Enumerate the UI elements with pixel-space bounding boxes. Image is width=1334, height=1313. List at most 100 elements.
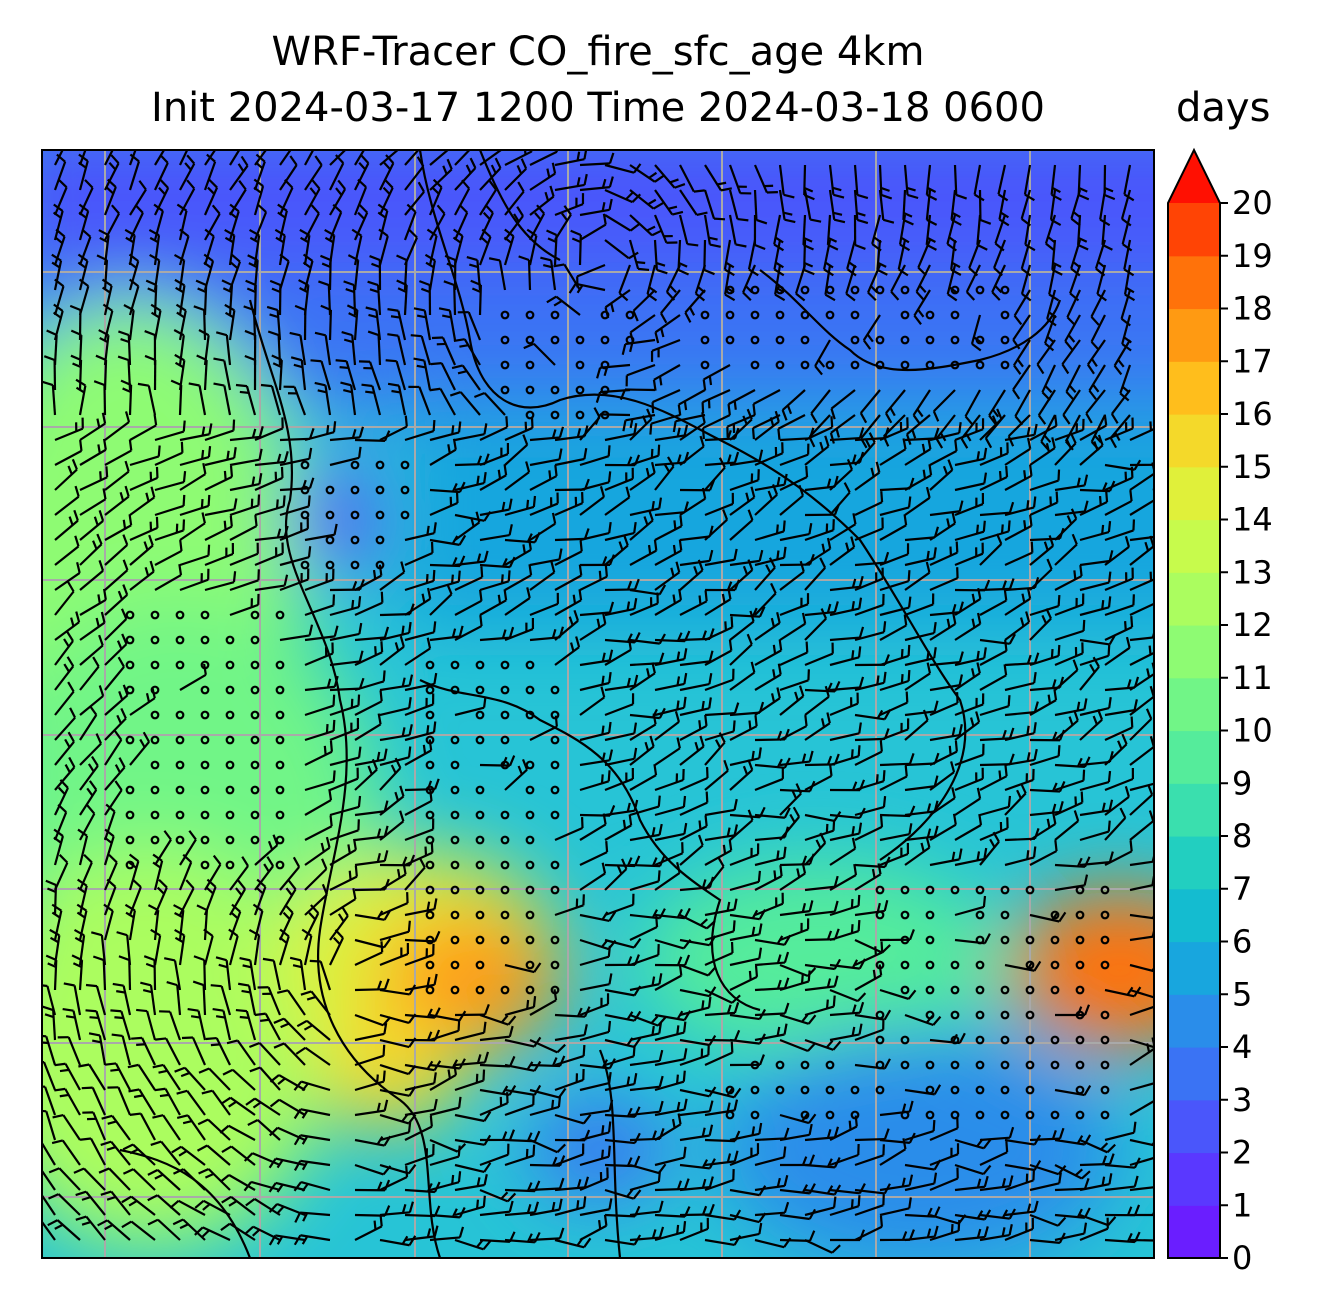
wind-barb xyxy=(79,755,99,791)
wind-barb xyxy=(754,1146,787,1167)
wind-barb xyxy=(254,574,289,592)
calm-wind-marker xyxy=(925,960,935,970)
calm-wind-marker xyxy=(600,385,610,395)
calm-wind-marker xyxy=(800,1060,810,1070)
wind-barb xyxy=(479,626,515,642)
wind-barb xyxy=(929,439,958,466)
wind-barb xyxy=(121,1195,156,1216)
wind-barb xyxy=(454,423,488,442)
calm-wind-marker xyxy=(525,360,535,370)
wind-barb xyxy=(779,593,810,617)
wind-barb xyxy=(404,569,436,592)
wind-barb xyxy=(413,307,432,341)
calm-wind-marker xyxy=(125,660,135,670)
wind-barb xyxy=(430,362,456,391)
wind-barb xyxy=(54,439,83,466)
wind-barb xyxy=(853,214,866,250)
wind-barb xyxy=(829,894,861,917)
calm-wind-marker xyxy=(1075,1010,1085,1020)
wind-barb xyxy=(1129,421,1154,442)
wind-barb xyxy=(1104,840,1133,866)
wind-barb xyxy=(145,279,158,316)
wind-barb xyxy=(229,494,261,517)
wind-barb xyxy=(429,438,457,466)
wind-barb xyxy=(504,758,529,791)
wind-barb xyxy=(904,647,937,667)
wind-barb xyxy=(75,378,87,416)
wind-barb xyxy=(829,458,854,491)
wind-barb xyxy=(128,253,140,291)
wind-barb xyxy=(704,1150,739,1167)
wind-barb xyxy=(404,1115,433,1141)
calm-wind-marker xyxy=(400,460,410,470)
wind-barb xyxy=(154,441,184,467)
wind-barb xyxy=(179,179,196,216)
wind-barb xyxy=(540,256,557,291)
wind-barb xyxy=(203,178,219,216)
calm-wind-marker xyxy=(875,885,885,895)
wind-barb xyxy=(677,239,690,276)
wind-barb xyxy=(1020,239,1032,277)
wind-barb xyxy=(79,533,103,566)
wind-barb xyxy=(629,592,659,617)
wind-barb xyxy=(654,164,686,189)
wind-barb xyxy=(954,743,985,767)
calm-wind-marker xyxy=(450,685,460,695)
wind-barb xyxy=(143,955,157,991)
wind-barb xyxy=(804,685,830,716)
wind-barb xyxy=(279,495,311,517)
wind-barb xyxy=(529,1095,562,1117)
wind-barb xyxy=(829,863,858,891)
wind-barb xyxy=(604,858,628,891)
wind-barb xyxy=(329,154,345,191)
calm-wind-marker xyxy=(425,835,435,845)
wind-barb xyxy=(379,561,406,591)
wind-barb xyxy=(53,278,65,316)
calm-wind-marker xyxy=(150,810,160,820)
wind-barb xyxy=(546,229,558,266)
wind-barb xyxy=(431,336,457,366)
wind-barb xyxy=(454,1238,492,1251)
wind-barb xyxy=(854,1128,890,1142)
calm-wind-marker xyxy=(475,960,485,970)
calm-wind-marker xyxy=(825,285,835,295)
colorbar-segment xyxy=(1168,1047,1220,1101)
wind-barb xyxy=(379,1235,417,1247)
wind-barb xyxy=(429,387,456,416)
wind-barb xyxy=(879,823,913,842)
wind-barb xyxy=(754,892,784,917)
wind-barb xyxy=(181,1036,207,1066)
calm-wind-marker xyxy=(500,360,510,370)
wind-barb xyxy=(779,783,803,816)
wind-barb xyxy=(1085,389,1106,424)
wind-barb xyxy=(1004,611,1031,641)
wind-barb xyxy=(254,466,284,492)
wind-barb xyxy=(154,1087,181,1116)
wind-barb xyxy=(554,1176,590,1192)
wind-barb xyxy=(221,279,234,316)
wind-barb xyxy=(479,204,494,241)
wind-barb xyxy=(654,515,683,541)
calm-wind-marker xyxy=(300,560,310,570)
wind-barb xyxy=(654,539,683,566)
colorbar-tick-label: 8 xyxy=(1232,817,1252,855)
calm-wind-marker xyxy=(200,735,210,745)
wind-barb xyxy=(304,858,328,891)
wind-barb xyxy=(479,443,510,467)
wind-barb xyxy=(104,154,120,191)
wind-barb xyxy=(554,1045,586,1067)
wind-barb xyxy=(604,722,638,742)
wind-barb xyxy=(629,164,665,183)
calm-wind-marker xyxy=(475,910,485,920)
calm-wind-marker xyxy=(525,860,535,870)
wind-barb xyxy=(954,787,982,816)
wind-barb xyxy=(104,757,126,791)
calm-wind-marker xyxy=(1050,1110,1060,1120)
wind-barb xyxy=(979,765,1008,791)
wind-barb xyxy=(131,1036,156,1066)
calm-wind-marker xyxy=(550,960,560,970)
calm-wind-marker xyxy=(450,785,460,795)
wind-barb xyxy=(828,164,845,199)
wind-barb xyxy=(904,775,939,792)
wind-barb xyxy=(1054,508,1078,541)
